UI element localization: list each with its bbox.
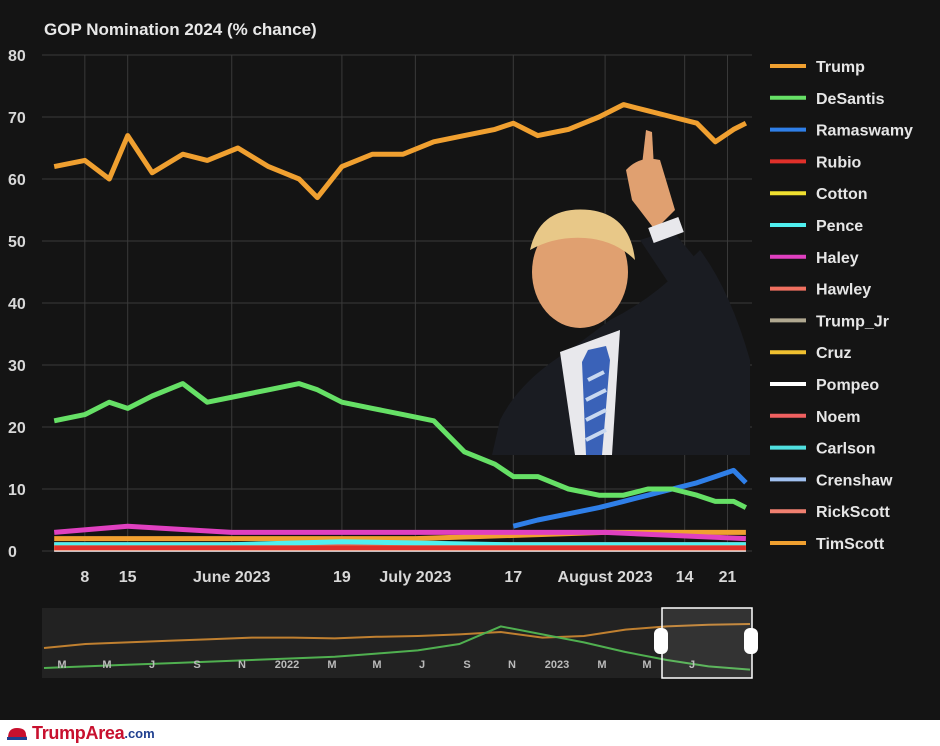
nav-tick-label: J (419, 659, 425, 671)
y-tick-label: 20 (8, 420, 26, 437)
nav-tick-label: M (57, 659, 66, 671)
series-line-ramaswamy (512, 467, 748, 529)
y-tick-label: 10 (8, 482, 26, 499)
y-axis-ticks: 0 10 20 30 40 50 60 70 80 (8, 48, 26, 561)
x-tick-label: 21 (719, 569, 737, 586)
legend-item-rickscott[interactable]: RickScott (816, 504, 890, 521)
y-tick-label: 70 (8, 110, 26, 127)
x-axis-ticks: 8 15 June 2023 19 July 2023 17 August 2023 14 21 (80, 569, 736, 586)
y-tick-label: 30 (8, 358, 26, 375)
legend-item-cruz[interactable]: Cruz (816, 345, 852, 362)
nav-line-trump (43, 623, 751, 649)
legend-item-noem[interactable]: Noem (816, 409, 860, 426)
chart: GOP Nomination 2024 (% chance) 0 10 20 30 40… (8, 20, 913, 679)
legend-item-pence[interactable]: Pence (816, 218, 863, 235)
legend-item-carlson[interactable]: Carlson (816, 441, 876, 458)
y-tick-label: 40 (8, 296, 26, 313)
nav-tick-label: J (689, 659, 695, 671)
legend-item-rubio[interactable]: Rubio (816, 154, 862, 171)
legend-item-timscott[interactable]: TimScott (816, 536, 885, 553)
x-tick-label: 8 (80, 569, 89, 586)
nav-tick-label: 2023 (545, 659, 569, 671)
nav-tick-label: J (149, 659, 155, 671)
nav-tick-label: N (508, 659, 516, 671)
legend-item-trump[interactable]: Trump (816, 59, 865, 76)
series-line-trump (53, 102, 748, 201)
nav-tick-label: M (642, 659, 651, 671)
series-line-pence (54, 539, 746, 548)
chart-legend: Trump DeSantis Ramaswamy Rubio Cotton Pence Ha… (770, 59, 913, 553)
legend-item-hawley[interactable]: Hawley (816, 282, 871, 299)
x-tick-label: August 2023 (558, 569, 653, 586)
navigator-area (42, 608, 752, 678)
navigator-selection[interactable] (661, 607, 753, 679)
chart-title: GOP Nomination 2024 (% chance) (44, 20, 317, 39)
legend-item-trump_jr[interactable]: Trump_Jr (816, 313, 889, 330)
x-tick-label: June 2023 (193, 569, 270, 586)
nav-tick-label: M (102, 659, 111, 671)
x-tick-label: July 2023 (379, 569, 451, 586)
nav-line-desantis (43, 625, 751, 671)
navigator-handle-right[interactable] (744, 628, 758, 654)
x-tick-label: 17 (504, 569, 522, 586)
nav-tick-label: 2022 (275, 659, 299, 671)
y-tick-label: 0 (8, 544, 17, 561)
nav-tick-label: M (597, 659, 606, 671)
x-tick-label: 15 (119, 569, 137, 586)
legend-item-cotton[interactable]: Cotton (816, 186, 868, 203)
legend-item-ramaswamy[interactable]: Ramaswamy (816, 123, 913, 140)
series-line-haley (53, 523, 747, 542)
footer-logo[interactable]: TrumpArea .com (6, 723, 155, 743)
x-tick-label: 14 (676, 569, 694, 586)
legend-item-desantis[interactable]: DeSantis (816, 91, 885, 108)
legend-item-haley[interactable]: Haley (816, 250, 859, 267)
series-lines (53, 102, 748, 552)
nav-tick-label: N (238, 659, 246, 671)
legend-item-crenshaw[interactable]: Crenshaw (816, 472, 893, 489)
y-tick-label: 80 (8, 48, 26, 65)
footer-brand: TrumpArea (32, 722, 125, 743)
nav-tick-label: S (463, 659, 470, 671)
footer: TrumpArea .com (0, 720, 940, 746)
y-tick-label: 60 (8, 172, 26, 189)
cap-icon (7, 728, 27, 740)
series-line-desantis (53, 381, 748, 510)
navigator-handle-left[interactable] (654, 628, 668, 654)
nav-tick-label: S (193, 659, 200, 671)
x-tick-label: 19 (333, 569, 351, 586)
navigator: M M J S N 2022 M M J S N 2023 M M J (42, 607, 758, 679)
legend-item-pompeo[interactable]: Pompeo (816, 377, 879, 394)
nav-tick-label: M (372, 659, 381, 671)
nav-tick-label: M (327, 659, 336, 671)
footer-domain: .com (124, 725, 155, 741)
y-tick-label: 50 (8, 234, 26, 251)
trump-photo (492, 130, 750, 455)
